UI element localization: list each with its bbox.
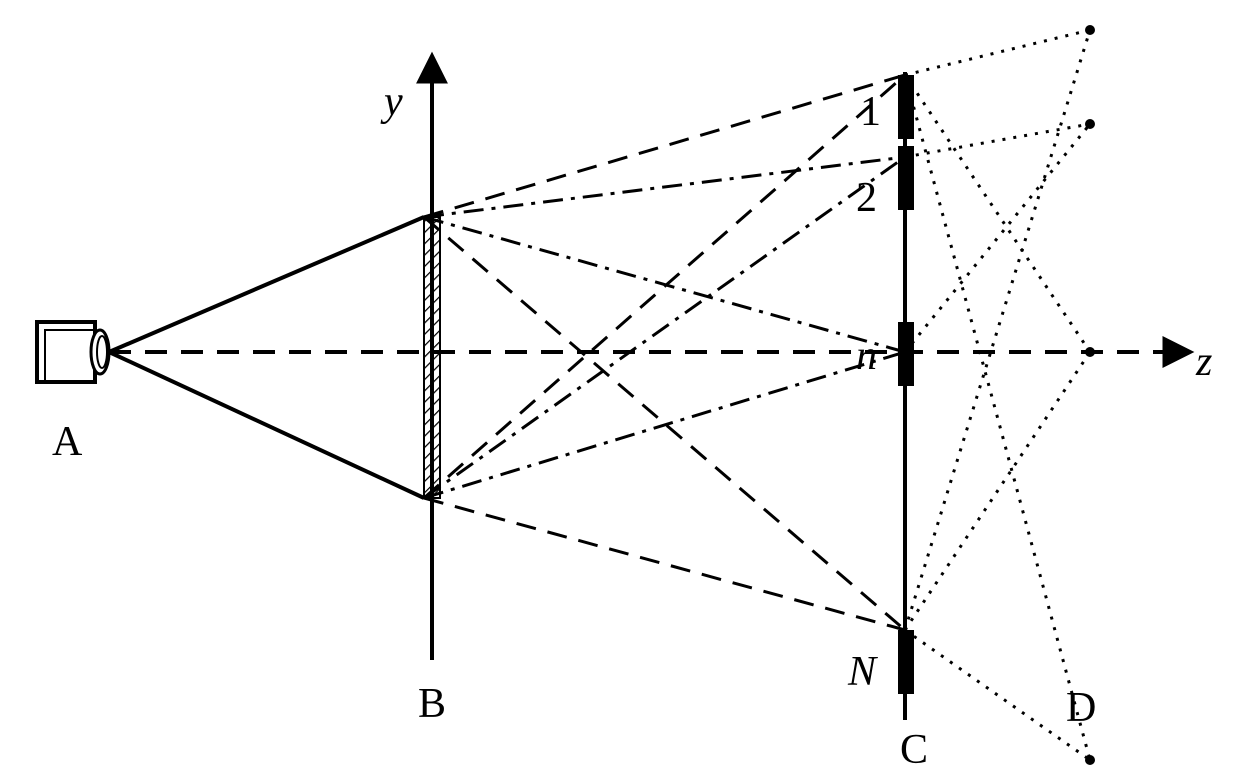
ray [905,30,1090,630]
label-det-1: 1 [860,88,881,136]
image-point [1085,119,1095,129]
ray [905,630,1090,760]
ray [905,352,1090,630]
label-c: C [900,726,928,774]
ray [905,75,1090,760]
ray [424,75,905,498]
ray [424,498,905,630]
label-d: D [1066,684,1096,732]
rays [109,30,1090,760]
image-point [1085,25,1095,35]
ray [109,217,424,352]
label-a: A [52,418,82,466]
ray [424,75,905,217]
image-point [1085,347,1095,357]
label-z: z [1196,338,1212,386]
ray [905,75,1090,352]
camera-icon [37,322,109,382]
label-y: y [384,78,403,126]
ray [109,352,424,498]
ray [424,217,905,352]
label-det-2: 2 [856,174,877,222]
object-b [424,217,440,498]
ray [424,352,905,498]
label-det-n: n [856,332,877,380]
ray [424,157,905,217]
image-points [1085,25,1095,765]
label-det-big-n: N [848,648,876,696]
detector-2 [898,146,914,210]
ray [905,30,1090,75]
ray [905,124,1090,157]
ray [424,157,905,498]
detector-N [898,630,914,694]
optics-diagram [0,0,1239,776]
detector-n [898,322,914,386]
detector-1 [898,75,914,139]
label-b: B [418,680,446,728]
ray [905,124,1090,352]
image-point [1085,755,1095,765]
